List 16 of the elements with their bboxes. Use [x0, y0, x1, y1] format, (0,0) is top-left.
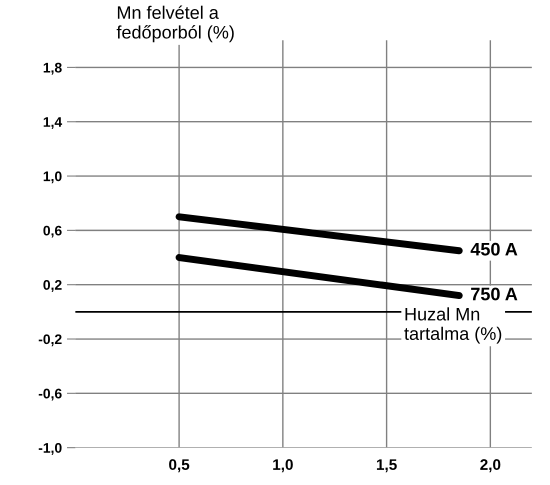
y-tick-label: 1,8: [44, 62, 62, 75]
y-tick-label: -0,2: [38, 334, 62, 346]
y-tick-label: -1,0: [38, 442, 62, 455]
y-tick-label: 0,6: [43, 226, 62, 238]
x-tick-label: 1,0: [273, 459, 293, 472]
y-tick-label: 1,4: [44, 117, 62, 129]
series-label: 750 A: [471, 288, 518, 300]
x-axis-title: Huzal Mn tartalma (%): [404, 307, 502, 344]
y-tick-label: 1,0: [44, 171, 62, 184]
series-label: 450 A: [470, 242, 518, 256]
y-tick-label: -0,6: [38, 388, 62, 401]
x-tick-label: 0,5: [169, 459, 190, 472]
y-tick-label: 0,2: [43, 280, 62, 292]
x-tick-label: 2,0: [480, 459, 500, 472]
y-axis-title: Mn felvétel a fedőporból (%): [116, 5, 234, 42]
x-tick-label: 1,5: [376, 459, 397, 472]
